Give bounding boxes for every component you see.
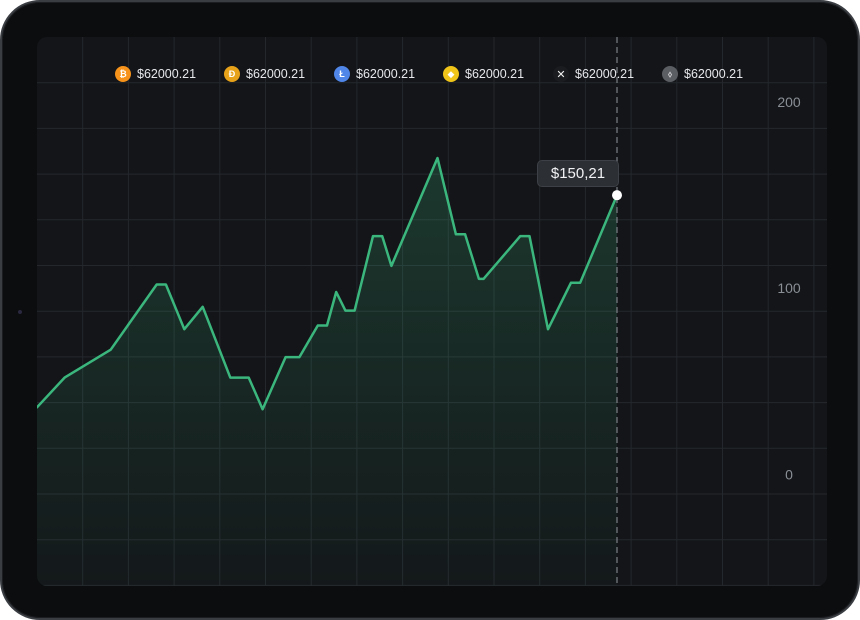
legend-value: $62000.21 — [356, 67, 416, 81]
legend-value: $62000.21 — [137, 67, 197, 81]
legend-item-xrp[interactable]: ✕ $62000.21 — [553, 65, 634, 83]
hover-point — [612, 190, 622, 201]
binance-icon: ◆ — [443, 66, 459, 82]
ethereum-classic-icon: ⬨ — [662, 66, 678, 82]
price-legend: ₿ $62000.21 Ð $62000.21 Ł $62000.21 ◆ $6… — [37, 37, 827, 112]
y-tick-label: 200 — [777, 94, 801, 110]
chart-screen: 0 100 200 ₿ $62000.21 Ð $62000.21 Ł $62000… — [37, 37, 827, 586]
legend-item-litecoin[interactable]: Ł $62000.21 — [334, 65, 415, 83]
y-tick-label: 100 — [777, 280, 801, 296]
front-camera — [18, 310, 22, 314]
dogecoin-icon: Ð — [224, 66, 240, 82]
legend-value: $62000.21 — [246, 67, 306, 81]
price-chart[interactable]: 0 100 200 — [37, 37, 827, 586]
legend-item-ethereum-classic[interactable]: ⬨ $62000.21 — [662, 65, 743, 83]
legend-item-dogecoin[interactable]: Ð $62000.21 — [224, 65, 305, 83]
y-tick-label: 0 — [785, 466, 793, 482]
bitcoin-icon: ₿ — [115, 66, 131, 82]
series-area — [37, 158, 617, 586]
legend-item-bitcoin[interactable]: ₿ $62000.21 — [115, 65, 196, 83]
xrp-icon: ✕ — [553, 66, 569, 82]
series-line — [37, 156, 619, 411]
legend-value: $62000.21 — [465, 67, 525, 81]
price-tooltip: $150,21 — [537, 160, 619, 187]
legend-value: $62000.21 — [684, 67, 744, 81]
legend-item-binance[interactable]: ◆ $62000.21 — [443, 65, 524, 83]
legend-value: $62000.21 — [575, 67, 635, 81]
litecoin-icon: Ł — [334, 66, 350, 82]
